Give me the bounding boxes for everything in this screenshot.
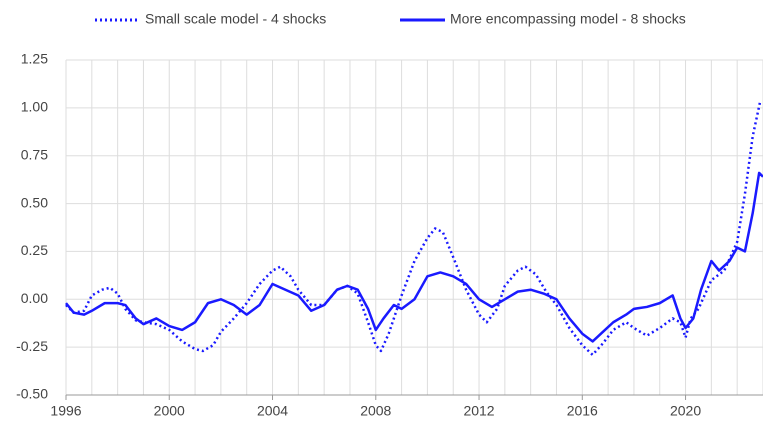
y-tick-label: 0.75 [21,146,48,162]
series-line [65,171,763,343]
y-tick-label: 1.25 [21,51,48,67]
x-tick-label: 2000 [154,403,185,419]
x-tick-label: 2008 [360,403,391,419]
series-line [65,99,762,357]
y-tick-label: -0.25 [16,338,48,354]
x-tick-label: 2012 [463,403,494,419]
y-tick-label: 0.25 [21,242,48,258]
y-tick-label: -0.50 [16,386,48,402]
y-tick-label: 1.00 [21,99,48,115]
x-tick-label: 2016 [567,403,598,419]
x-tick-label: 1996 [50,403,81,419]
y-tick-label: 0.00 [21,290,48,306]
legend-label: More encompassing model - 8 shocks [450,11,686,27]
x-tick-label: 2020 [670,403,701,419]
y-tick-label: 0.50 [21,194,48,210]
legend-label: Small scale model - 4 shocks [145,11,326,27]
x-tick-label: 2004 [257,403,288,419]
